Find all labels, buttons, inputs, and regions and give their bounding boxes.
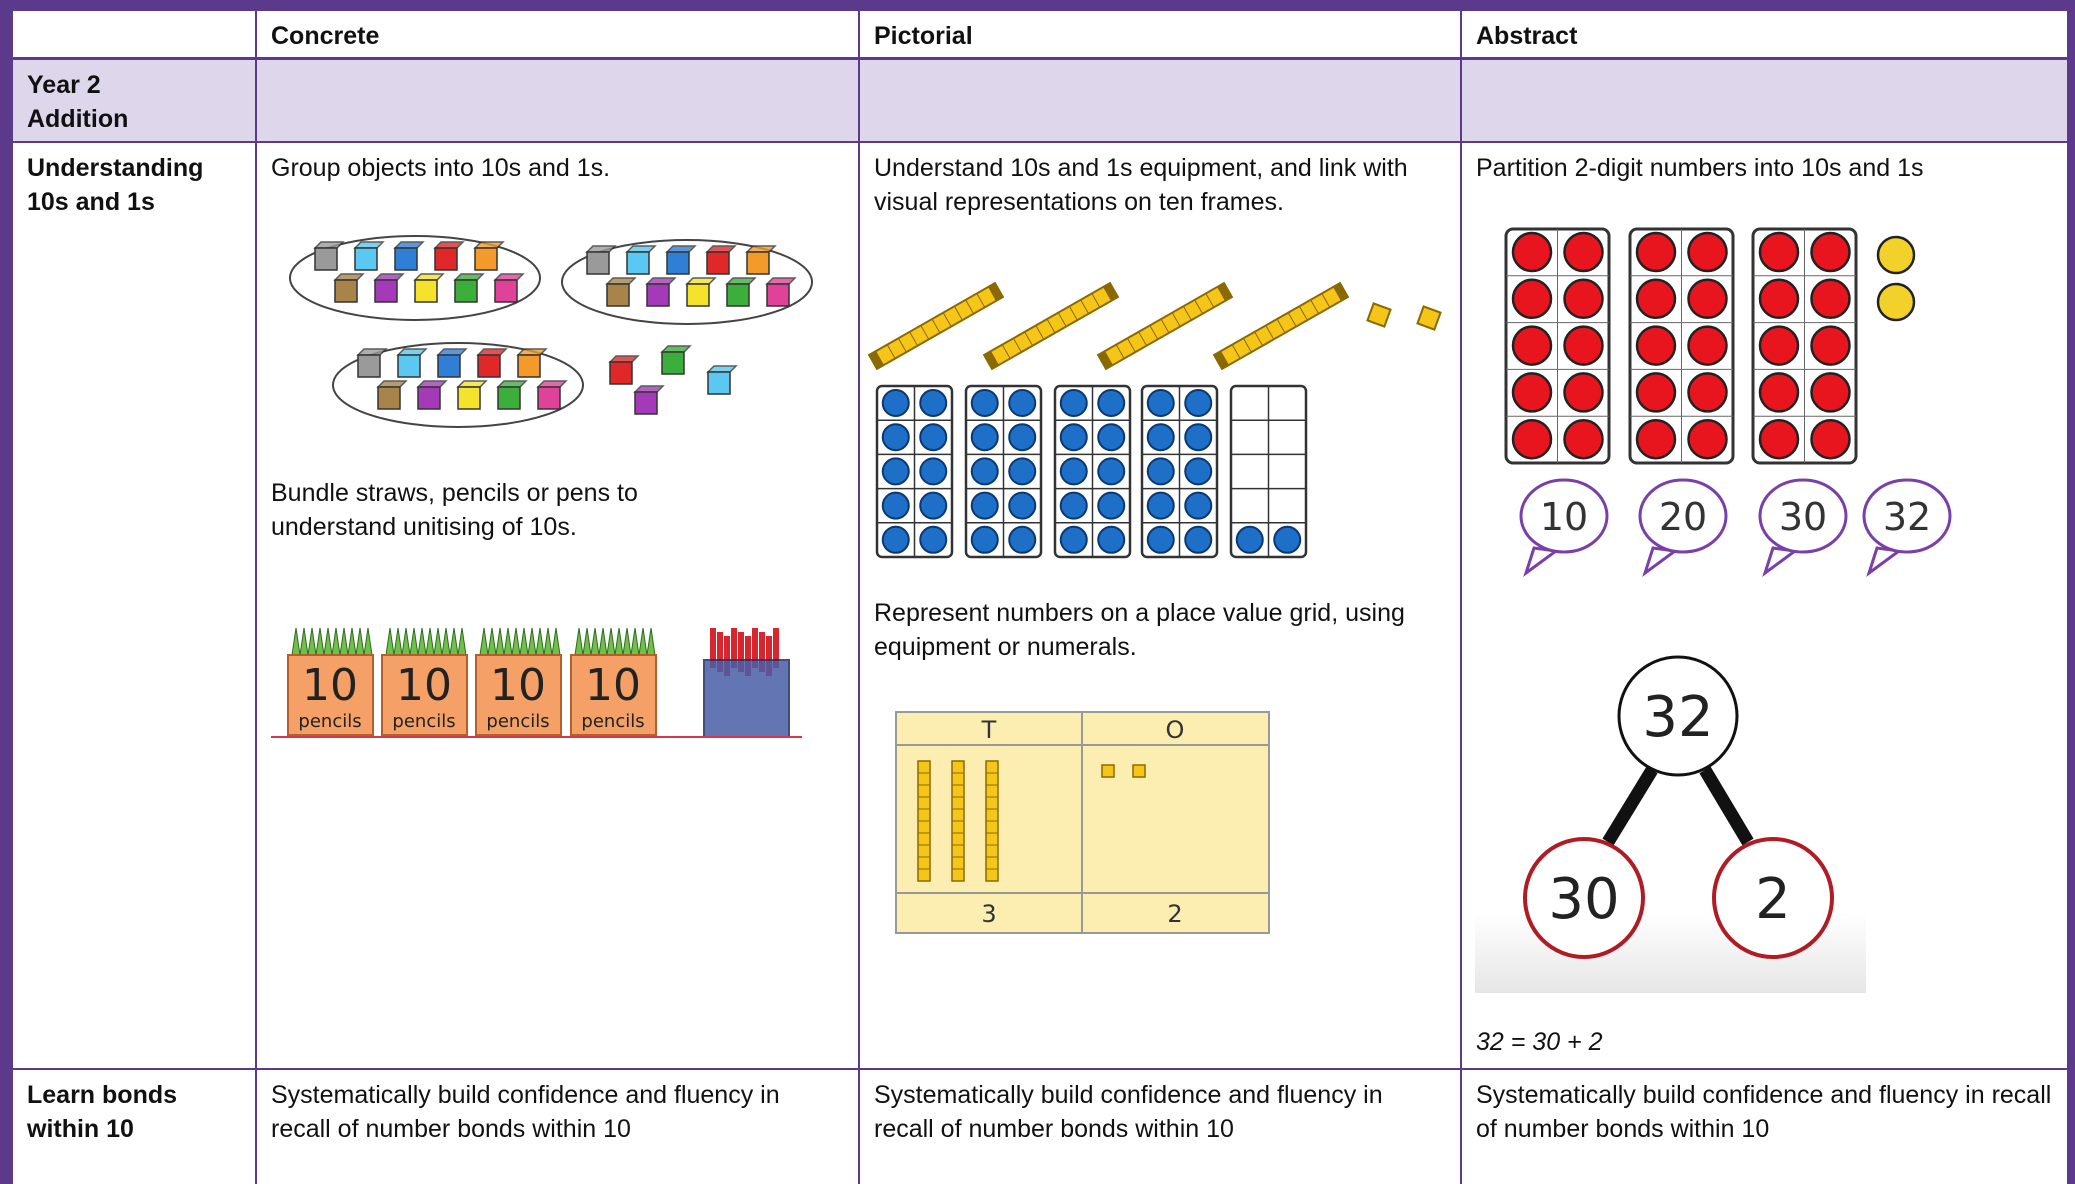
section-cell: Year 2 Addition (13, 60, 255, 141)
cell-text: Systematically build confidence and flue… (874, 1081, 1383, 1143)
section-cell (1462, 60, 2067, 141)
section-cell (860, 60, 1460, 141)
cell-text: Understand 10s and 1s equipment, and lin… (874, 154, 1408, 216)
row-label: Understanding 10s and 1s (13, 143, 255, 1068)
cell-text: Systematically build confidence and flue… (1476, 1081, 2052, 1143)
equation: 32 = 30 + 2 (1476, 1028, 1603, 1056)
concrete-cell: Group objects into 10s and 1s. Bundle st… (257, 143, 858, 1068)
corner-cell (13, 11, 255, 57)
pictorial-cell: Understand 10s and 1s equipment, and lin… (860, 143, 1460, 1068)
section-title: Year 2 (27, 71, 101, 99)
cell-text: Group objects into 10s and 1s. (271, 154, 611, 182)
column-header: Concrete (257, 11, 858, 57)
column-header: Pictorial (860, 11, 1460, 57)
cell-text: Bundle straws, pencils or pens to unders… (271, 479, 638, 541)
cell-text: Systematically build confidence and flue… (271, 1081, 780, 1143)
abstract-cell: Systematically build confidence and flue… (1462, 1070, 2067, 1184)
cell-text: Partition 2-digit numbers into 10s and 1… (1476, 154, 1924, 182)
column-header: Abstract (1462, 11, 2067, 57)
section-cell (257, 60, 858, 141)
abstract-cell: Partition 2-digit numbers into 10s and 1… (1462, 143, 2067, 1068)
section-title: Addition (27, 105, 129, 133)
cell-text: Represent numbers on a place value grid,… (874, 599, 1405, 661)
pictorial-cell: Systematically build confidence and flue… (860, 1070, 1460, 1184)
concrete-cell: Systematically build confidence and flue… (257, 1070, 858, 1184)
row-label: Learn bonds within 10 (13, 1070, 255, 1184)
